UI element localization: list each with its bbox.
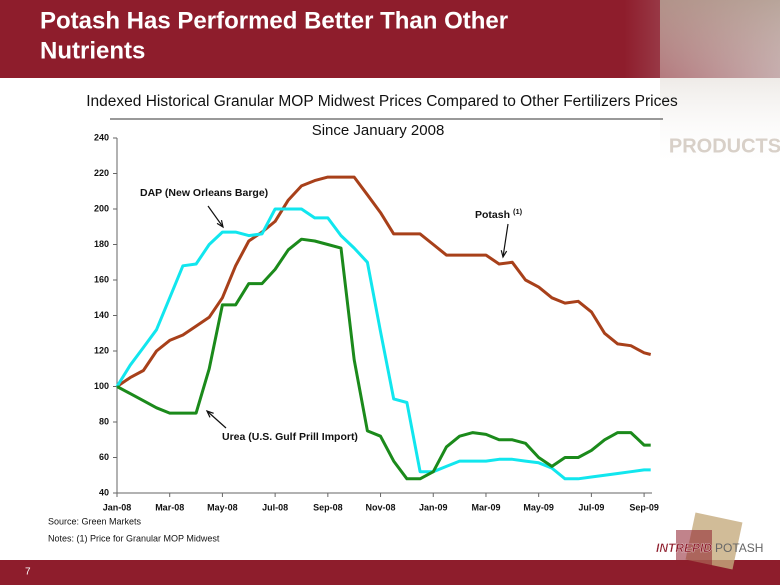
x-tick-label: Jan-09 — [419, 502, 448, 512]
page-number: 7 — [25, 567, 31, 578]
header-band — [0, 0, 780, 78]
chart-title: Indexed Historical Granular MOP Midwest … — [86, 93, 678, 110]
y-tick-label: 180 — [94, 239, 109, 249]
series-label-note: (1) — [513, 207, 523, 216]
series-line — [116, 237, 651, 481]
x-tick-label: Mar-08 — [155, 502, 184, 512]
series-label: Urea (U.S. Gulf Prill Import) — [222, 431, 358, 443]
series-line — [116, 175, 652, 388]
footer-band — [0, 560, 780, 585]
x-tick-label: May-09 — [523, 502, 554, 512]
y-tick-label: 40 — [99, 487, 109, 497]
x-tick-label: Sep-09 — [629, 502, 659, 512]
label-arrowhead — [216, 220, 224, 229]
logo-box — [676, 530, 712, 566]
header-image-text: PRODUCTS — [669, 135, 780, 157]
plot: 40 60 80 100 120 140 160 180 200 220 240 Jan-08 Mar-… — [94, 132, 659, 512]
y-tick-label: 120 — [94, 345, 109, 355]
x-tick-label: Jan-08 — [103, 502, 132, 512]
x-tick-label: May-08 — [207, 502, 238, 512]
series-line — [115, 207, 651, 481]
label-arrowhead — [500, 250, 508, 259]
logo-text: POTASH — [715, 541, 763, 555]
label-arrow — [502, 223, 509, 258]
slide-title: Potash Has Performed Better Than Other — [40, 7, 508, 34]
y-tick-label: 200 — [94, 203, 109, 213]
y-tick-label: 240 — [94, 132, 109, 142]
slide-title: Nutrients — [40, 37, 145, 64]
y-tick-label: 220 — [94, 168, 109, 178]
x-tick-label: Sep-08 — [313, 502, 343, 512]
y-tick-label: 80 — [99, 416, 109, 426]
series-label: Potash — [475, 209, 510, 221]
chart-subtitle: Since January 2008 — [312, 122, 445, 139]
y-tick-label: 160 — [94, 274, 109, 284]
label-arrow — [207, 205, 224, 228]
y-tick-label: 60 — [99, 452, 109, 462]
source-note: Source: Green Markets — [48, 516, 142, 526]
footnote: Notes: (1) Price for Granular MOP Midwes… — [48, 533, 220, 543]
header-image — [660, 0, 780, 170]
y-tick-label: 100 — [94, 381, 109, 391]
series-label: DAP (New Orleans Barge) — [140, 187, 268, 199]
x-tick-label: Mar-09 — [471, 502, 500, 512]
x-tick-label: Nov-08 — [366, 502, 396, 512]
label-arrowhead — [205, 409, 214, 418]
x-tick-label: Jul-09 — [578, 502, 604, 512]
label-arrow — [206, 410, 227, 429]
y-tick-label: 140 — [94, 310, 109, 320]
x-tick-label: Jul-08 — [262, 502, 288, 512]
logo-text: INTREPID — [656, 541, 712, 555]
